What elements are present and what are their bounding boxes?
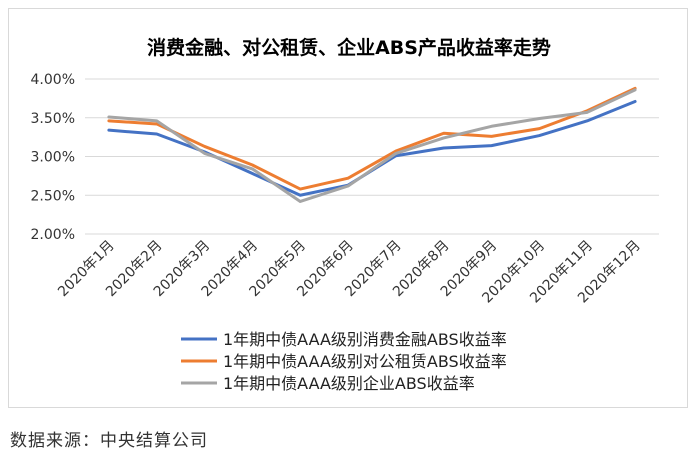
chart-frame: 消费金融、对公租赁、企业ABS产品收益率走势 2.00% 2.50% 3.00% 3.…	[8, 8, 688, 408]
legend-label: 1年期中债AAA级别消费金融ABS收益率	[223, 330, 507, 349]
data-source-note: 数据来源：中央结算公司	[10, 431, 208, 451]
y-tick-label: 3.00%	[31, 150, 75, 166]
legend-label: 1年期中债AAA级别对公租赁ABS收益率	[223, 352, 507, 371]
y-tick-label: 2.50%	[31, 188, 75, 204]
chart-title: 消费金融、对公租赁、企业ABS产品收益率走势	[147, 36, 551, 59]
series-line-2	[107, 86, 637, 191]
y-tick-label: 4.00%	[31, 72, 75, 88]
y-tick-label: 2.00%	[31, 227, 75, 243]
chart-svg: 消费金融、对公租赁、企业ABS产品收益率走势 2.00% 2.50% 3.00% 3.…	[31, 36, 659, 393]
legend-label: 1年期中债AAA级别企业ABS收益率	[223, 374, 475, 393]
y-tick-label: 3.50%	[31, 111, 75, 127]
series-line-3	[107, 88, 637, 203]
